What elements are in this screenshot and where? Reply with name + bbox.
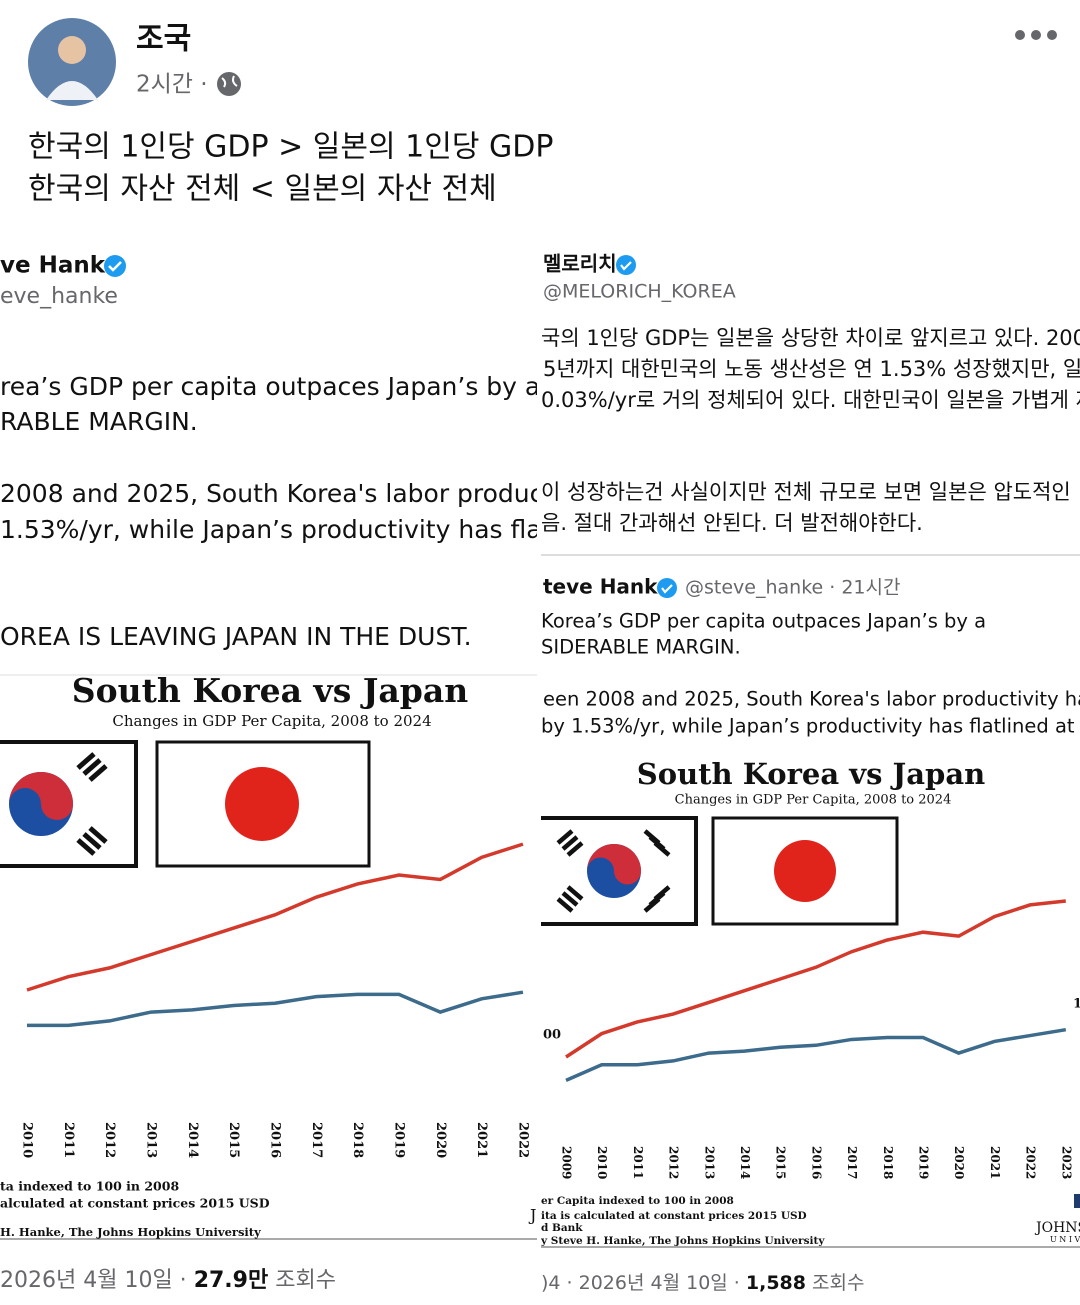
x-tick-label: 2011 xyxy=(631,1146,645,1179)
chart-note: d Bank xyxy=(541,1222,583,1234)
tweet-text: 국의 1인당 GDP는 일본을 상당한 차이로 앞지르고 있다. 200 xyxy=(541,326,1080,350)
japan-flag xyxy=(155,740,371,868)
quote-handle: @steve_hanke · 21시간 xyxy=(685,577,900,599)
x-tick-label: 2017 xyxy=(845,1146,859,1179)
x-tick-label: 2015 xyxy=(774,1146,788,1179)
x-tick-label: 2018 xyxy=(350,1122,365,1158)
x-tick-label: 2014 xyxy=(185,1122,200,1158)
x-tick-label: 2010 xyxy=(20,1122,35,1158)
tweet-handle: eve_hanke xyxy=(0,284,118,309)
quote-name: teve Hanke xyxy=(543,575,671,599)
x-tick-label: 2019 xyxy=(391,1122,406,1158)
more-button[interactable] xyxy=(1015,30,1057,40)
quote-text: by 1.53%/yr, while Japan’s productivity … xyxy=(541,715,1080,738)
chart-note: alculated at constant prices 2015 USD xyxy=(0,1196,270,1211)
x-tick-label: 2021 xyxy=(474,1122,489,1158)
chart-title: South Korea vs Japan xyxy=(72,671,468,710)
quote-text: SIDERABLE MARGIN. xyxy=(541,636,741,659)
verified-badge xyxy=(657,578,677,598)
data-line xyxy=(565,1027,1067,1083)
x-tick-label: 2013 xyxy=(143,1122,158,1158)
x-tick-label: 2022 xyxy=(515,1122,530,1158)
x-tick-label: 2018 xyxy=(881,1146,895,1179)
tweet-text: 이 성장하는건 사실이지만 전체 규모로 보면 일본은 압도적인 xyxy=(541,480,1071,504)
post-text: 한국의 1인당 GDP > 일본의 1인당 GDP xyxy=(28,130,553,165)
chart-title: South Korea vs Japan xyxy=(637,757,985,791)
tweet-text: 1.53%/yr, while Japan’s productivity has… xyxy=(0,515,565,544)
axis-label: 00 xyxy=(543,1028,561,1043)
chart-note: H. Hanke, The Johns Hopkins University xyxy=(0,1225,261,1239)
x-tick-label: 2023 xyxy=(1059,1146,1073,1179)
x-tick-label: 2016 xyxy=(267,1122,282,1158)
right-image[interactable]: 멜로리치 @MELORICH_KOREA 국의 1인당 GDP는 일본을 상당한… xyxy=(530,252,1080,1294)
verified-badge xyxy=(616,255,636,275)
logo: JOHNS xyxy=(1034,1220,1080,1236)
x-tick-label: 2009 xyxy=(560,1146,574,1179)
tweet-text: 음. 절대 간과해선 안된다. 더 발전해야한다. xyxy=(541,511,923,535)
date: 2026년 4월 10일 · xyxy=(0,1268,187,1293)
japan-flag xyxy=(711,816,899,926)
chart-subtitle: Changes in GDP Per Capita, 2008 to 2024 xyxy=(675,793,952,808)
views-label: 조회수 xyxy=(812,1272,864,1294)
avatar[interactable] xyxy=(28,18,116,106)
x-tick-label: 2020 xyxy=(952,1146,966,1179)
views: 27.9만 xyxy=(194,1268,269,1293)
x-tick-label: 2019 xyxy=(917,1146,931,1179)
logo-shield xyxy=(1074,1194,1080,1208)
quote-text: Korea’s GDP per capita outpaces Japan’s … xyxy=(541,610,986,633)
data-line xyxy=(565,899,1066,1059)
tweet-name: 멜로리치 xyxy=(543,252,617,276)
chart-note: ita is calculated at constant prices 201… xyxy=(541,1210,807,1222)
footer: 2026년 4월 10일 · 27.9만 조회수 xyxy=(0,1268,336,1293)
footer: )4 · 2026년 4월 10일 · 1,588 조회수 xyxy=(541,1272,865,1294)
left-image[interactable]: ve Hanke eve_hanke rea’s GDP per capita … xyxy=(0,253,565,1294)
post-text: 한국의 자산 전체 < 일본의 자산 전체 xyxy=(28,172,497,207)
x-tick-label: 2012 xyxy=(667,1146,681,1179)
logo: J xyxy=(528,1206,536,1225)
views-label: 조회수 xyxy=(275,1268,336,1293)
axis-label: 1 xyxy=(1073,997,1080,1012)
chart-subtitle: Changes in GDP Per Capita, 2008 to 2024 xyxy=(112,712,431,730)
x-tick-label: 2013 xyxy=(702,1146,716,1179)
tweet-name: ve Hanke xyxy=(0,253,120,279)
tweet-text: RABLE MARGIN. xyxy=(0,407,198,436)
tweet-text: 2008 and 2025, South Korea's labor produ… xyxy=(0,479,560,508)
tweet-text: rea’s GDP per capita outpaces Japan’s by… xyxy=(0,372,540,401)
x-tick-label: 2012 xyxy=(102,1122,117,1158)
chart-note: er Capita indexed to 100 in 2008 xyxy=(541,1195,734,1207)
views: 1,588 xyxy=(746,1272,806,1294)
tweet-text: 5년까지 대한민국의 노동 생산성은 연 1.53% 성장했지만, 일본 xyxy=(543,357,1080,381)
tweet-handle: @MELORICH_KOREA xyxy=(543,281,736,303)
date: )4 · 2026년 4월 10일 · xyxy=(541,1272,740,1294)
x-tick-label: 2011 xyxy=(61,1122,76,1158)
x-tick-label: 2015 xyxy=(226,1122,241,1158)
post-time[interactable]: 2시간 · xyxy=(136,72,208,98)
x-tick-label: 2014 xyxy=(738,1146,752,1179)
data-line xyxy=(27,990,524,1028)
x-tick-label: 2017 xyxy=(309,1122,324,1158)
logo: U N I V xyxy=(1050,1235,1080,1244)
x-tick-label: 2022 xyxy=(1024,1146,1038,1179)
korea-flag xyxy=(0,740,138,868)
korea-flag xyxy=(541,816,698,926)
tweet-text: 0.03%/yr로 거의 정체되어 있다. 대한민국이 일본을 가볍게 제 xyxy=(541,388,1080,412)
x-tick-label: 2020 xyxy=(433,1122,448,1158)
tweet-text: OREA IS LEAVING JAPAN IN THE DUST. xyxy=(0,622,472,651)
globe-icon xyxy=(217,72,241,96)
verified-badge xyxy=(104,255,126,277)
data-line xyxy=(26,842,524,992)
x-tick-label: 2021 xyxy=(988,1146,1002,1179)
quote-text: een 2008 and 2025, South Korea's labor p… xyxy=(543,688,1080,711)
chart-note: y Steve H. Hanke, The Johns Hopkins Univ… xyxy=(540,1235,825,1247)
x-tick-label: 2016 xyxy=(809,1146,823,1179)
x-tick-label: 2010 xyxy=(595,1146,609,1179)
chart-note: ta indexed to 100 in 2008 xyxy=(0,1179,179,1194)
author-name[interactable]: 조국 xyxy=(136,22,191,57)
